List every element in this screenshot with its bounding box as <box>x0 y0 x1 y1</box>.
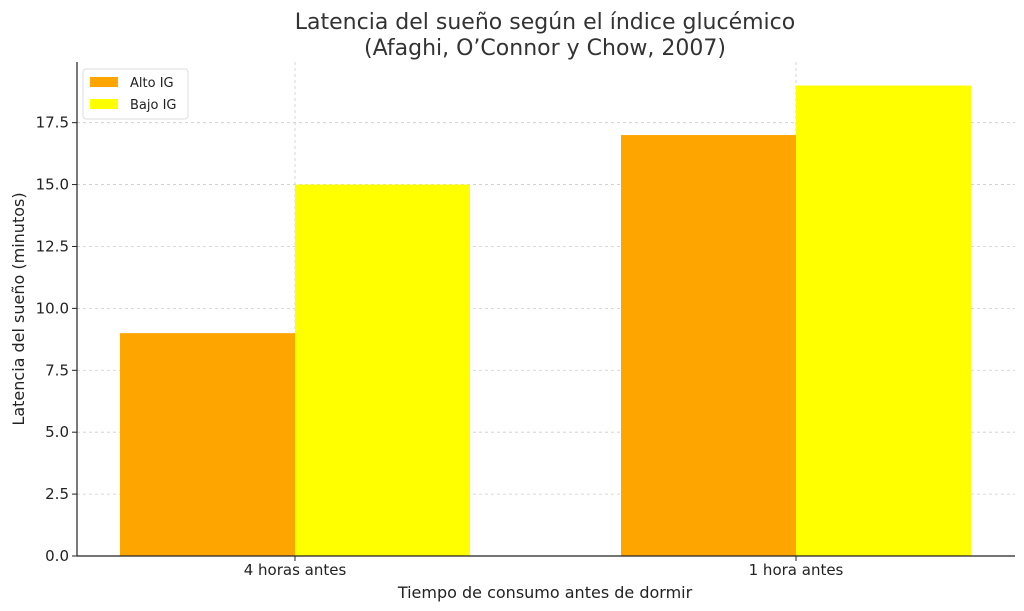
legend-label-alto-ig: Alto IG <box>130 76 174 91</box>
bar-alto-ig-1 <box>120 333 295 556</box>
bar-bajo-ig-2 <box>796 85 971 557</box>
y-tick-label: 10.0 <box>36 299 69 317</box>
bar-alto-ig-2 <box>621 135 796 557</box>
legend-swatch-bajo-ig <box>90 99 118 109</box>
bars-layer <box>120 85 971 557</box>
legend-swatch-alto-ig <box>90 77 118 87</box>
y-tick-label: 12.5 <box>36 237 69 255</box>
legend: Alto IG Bajo IG <box>82 68 189 120</box>
x-axis-label: Tiempo de consumo antes de dormir <box>397 583 693 602</box>
ticks-layer: 0.0 2.5 5.0 7.5 10.0 12.5 15.0 17.5 4 horas ante… <box>36 114 844 579</box>
legend-label-bajo-ig: Bajo IG <box>130 98 177 113</box>
chart-title-line-1: Latencia del sueño según el índice glucé… <box>295 10 795 35</box>
y-tick-label: 2.5 <box>45 485 69 503</box>
y-tick-label: 0.0 <box>45 547 69 565</box>
x-tick-label: 1 hora antes <box>749 561 844 579</box>
y-axis-label: Latencia del sueño (minutos) <box>9 192 28 425</box>
y-tick-label: 5.0 <box>45 423 69 441</box>
axes-layer <box>76 62 1015 557</box>
y-tick-label: 17.5 <box>36 114 69 132</box>
y-tick-label: 15.0 <box>36 176 69 194</box>
chart-title-line-2: (Afaghi, O’Connor y Chow, 2007) <box>364 36 726 61</box>
bar-bajo-ig-1 <box>295 184 470 557</box>
y-tick-label: 7.5 <box>45 361 69 379</box>
x-tick-label: 4 horas antes <box>244 561 347 579</box>
